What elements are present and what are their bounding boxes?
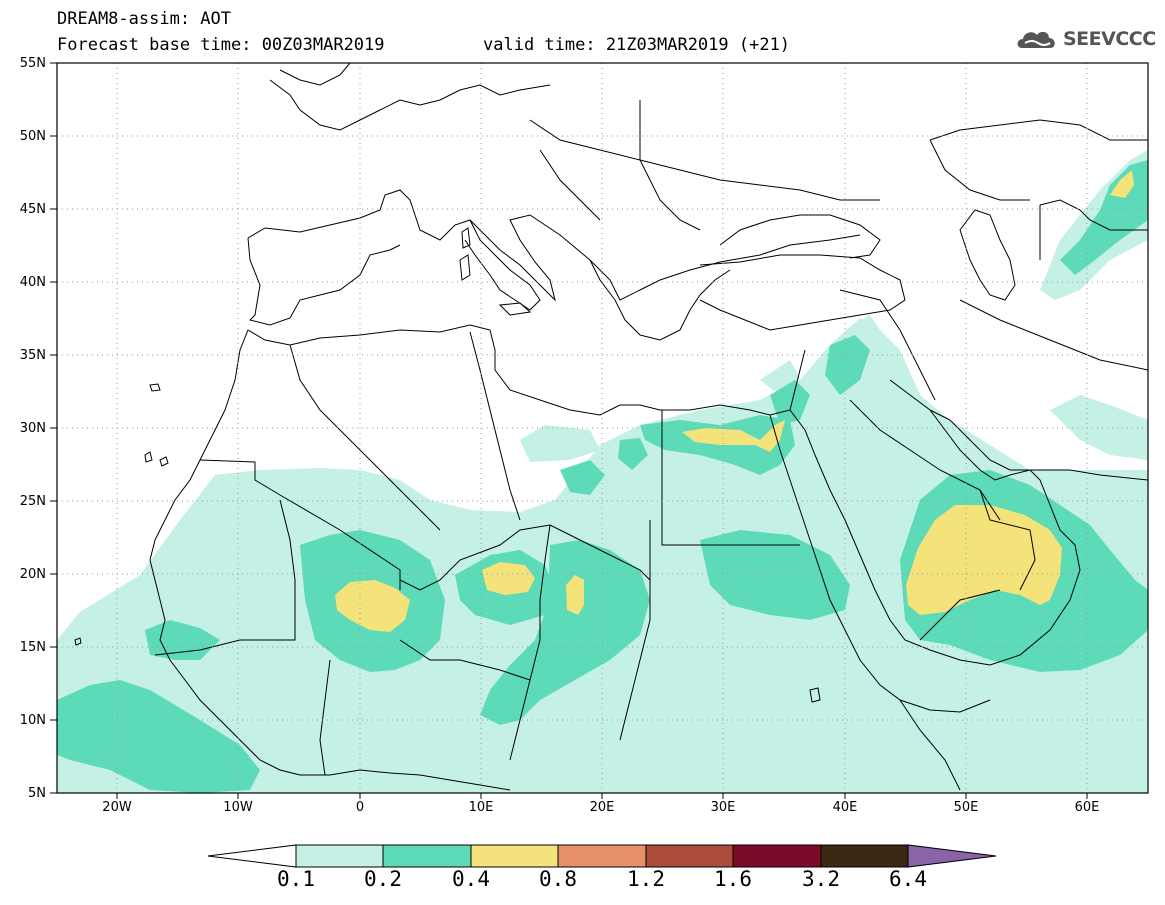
colorbar-label-0.1: 0.1 xyxy=(277,867,315,891)
colorbar xyxy=(207,844,997,868)
colorbar-segment-1.6 xyxy=(732,844,822,868)
lat-label-50n: 50N xyxy=(19,129,46,144)
colorbar-segment-above xyxy=(907,844,997,868)
colorbar-label-0.4: 0.4 xyxy=(452,867,490,891)
lon-label-20e: 20E xyxy=(589,800,615,815)
colorbar-segment-0.8 xyxy=(557,844,647,868)
lon-label-10w: 10W xyxy=(223,800,253,815)
colorbar-segment-1.2 xyxy=(645,844,734,868)
lat-label-55n: 55N xyxy=(19,56,46,71)
forecast-base-time: Forecast base time: 00Z03MAR2019 xyxy=(57,35,385,55)
seevccc-cloud-logo-icon xyxy=(1017,31,1055,48)
colorbar-segment-below xyxy=(207,844,297,868)
colorbar-segment-0.1 xyxy=(295,844,384,868)
colorbar-label-6.4: 6.4 xyxy=(889,867,927,891)
lat-label-25n: 25N xyxy=(19,494,46,509)
colorbar-segment-0.4 xyxy=(470,844,559,868)
colorbar-label-0.2: 0.2 xyxy=(364,867,402,891)
lon-label-0: 0 xyxy=(355,800,365,815)
lon-label-60e: 60E xyxy=(1074,800,1100,815)
logo-text: SEEVCCC xyxy=(1063,28,1156,50)
lon-label-50e: 50E xyxy=(953,800,979,815)
lat-label-40n: 40N xyxy=(19,275,46,290)
colorbar-segment-3.2 xyxy=(820,844,909,868)
lon-label-30e: 30E xyxy=(710,800,736,815)
lon-label-10e: 10E xyxy=(468,800,494,815)
lat-label-45n: 45N xyxy=(19,202,46,217)
lat-label-5n: 5N xyxy=(28,786,46,801)
aot-band-0.4-0.8 xyxy=(335,170,1134,632)
aot-shading xyxy=(57,150,1148,793)
lat-label-10n: 10N xyxy=(19,713,46,728)
map-title: DREAM8-assim: AOT xyxy=(57,9,231,29)
lat-label-30n: 30N xyxy=(19,421,46,436)
colorbar-label-1.2: 1.2 xyxy=(627,867,665,891)
colorbar-label-3.2: 3.2 xyxy=(802,867,840,891)
valid-time: valid time: 21Z03MAR2019 (+21) xyxy=(483,35,791,55)
lon-label-40e: 40E xyxy=(832,800,858,815)
lat-label-20n: 20N xyxy=(19,567,46,582)
lat-label-15n: 15N xyxy=(19,640,46,655)
lat-label-35n: 35N xyxy=(19,348,46,363)
lon-label-20w: 20W xyxy=(102,800,132,815)
axis-ticks xyxy=(50,62,1088,799)
colorbar-label-1.6: 1.6 xyxy=(714,867,752,891)
colorbar-segment-0.2 xyxy=(382,844,472,868)
colorbar-label-0.8: 0.8 xyxy=(539,867,577,891)
graticule xyxy=(57,63,1148,793)
